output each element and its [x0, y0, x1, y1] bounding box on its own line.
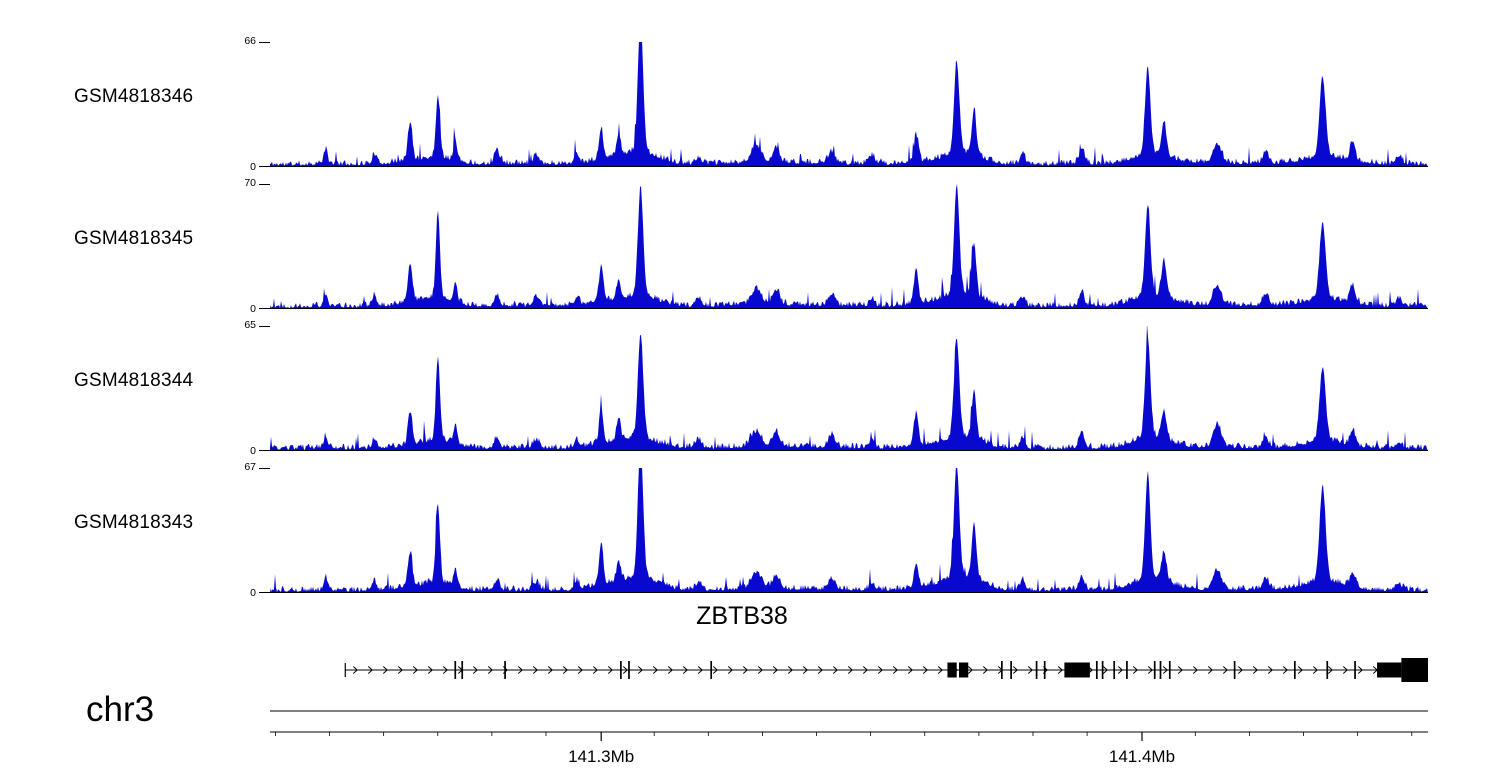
signal-track-row: GSM4818344 65 0 [0, 319, 1500, 457]
coverage-signal-plot [270, 326, 1428, 451]
y-axis-top-tick [259, 184, 270, 185]
signal-tracks-panel: GSM4818346 66 0 GSM4818345 70 0 GSM4818344 65 0 G… [0, 35, 1500, 599]
signal-track-row: GSM4818346 66 0 [0, 35, 1500, 173]
track-sample-label: GSM4818344 [74, 370, 194, 391]
gene-model-track [344, 658, 1428, 682]
y-axis-zero-label: 0 [250, 161, 256, 173]
y-axis-zero-tick [259, 166, 270, 167]
y-axis-top-tick [259, 468, 270, 469]
gene-name-label: ZBTB38 [696, 602, 788, 630]
y-axis-zero-tick [259, 592, 270, 593]
y-axis-zero-tick [259, 308, 270, 309]
axis-tick-label: 141.4Mb [1109, 747, 1175, 766]
y-axis-max-label: 70 [244, 177, 256, 189]
genome-axis-ruler: 141.3Mb 141.4Mb [270, 710, 1428, 766]
axis-tick-label: 141.3Mb [568, 747, 634, 766]
y-axis-max-label: 67 [244, 461, 256, 473]
y-axis-top-tick [259, 42, 270, 43]
chromosome-label: chr3 [86, 690, 155, 729]
y-axis-max-label: 66 [244, 35, 256, 47]
track-sample-label: GSM4818345 [74, 228, 194, 249]
y-axis-zero-tick [259, 450, 270, 451]
y-axis-zero-label: 0 [250, 445, 256, 457]
y-axis-max-label: 65 [244, 319, 256, 331]
y-axis-top-tick [259, 326, 270, 327]
track-sample-label: GSM4818346 [74, 86, 194, 107]
track-sample-label: GSM4818343 [74, 512, 194, 533]
coverage-signal-plot [270, 42, 1428, 167]
y-axis-zero-label: 0 [250, 587, 256, 599]
y-axis-zero-label: 0 [250, 303, 256, 315]
signal-track-row: GSM4818345 70 0 [0, 177, 1500, 315]
signal-track-row: GSM4818343 67 0 [0, 461, 1500, 599]
coverage-signal-plot [270, 468, 1428, 593]
coverage-signal-plot [270, 184, 1428, 309]
